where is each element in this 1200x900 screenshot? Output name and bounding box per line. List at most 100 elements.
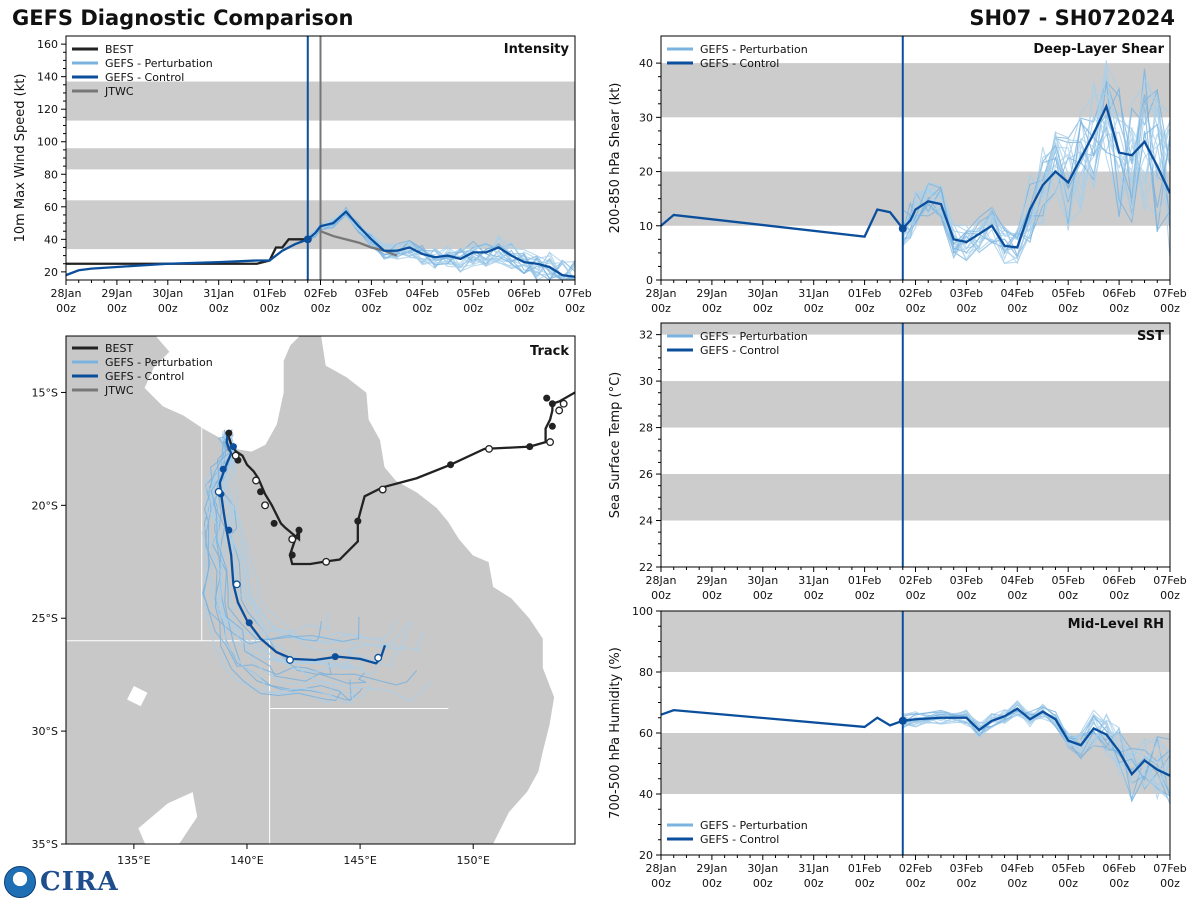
- track-x-tick-label: 145°E: [343, 854, 376, 867]
- sst-y-tick-label: 28: [639, 422, 653, 435]
- best-dot-filled: [447, 461, 455, 469]
- shear-x-tick-label: 00z: [1058, 302, 1078, 315]
- sst-x-tick-label: 05Feb: [1051, 574, 1084, 587]
- rh-x-tick-label: 00z: [906, 877, 926, 890]
- intensity-x-tick-label: 00z: [412, 302, 432, 315]
- best-dot-filled: [270, 519, 278, 527]
- intensity-x-tick-label: 00z: [158, 302, 178, 315]
- intensity-legend-label: GEFS - Control: [105, 71, 184, 84]
- intensity-x-tick-label: 00z: [107, 302, 127, 315]
- rh-y-tick-label: 80: [639, 666, 653, 679]
- sst-y-tick-label: 24: [639, 515, 653, 528]
- rh-x-tick-label: 00z: [855, 877, 875, 890]
- rh-x-tick-label: 05Feb: [1051, 862, 1084, 875]
- rh-y-axis-label: 700-500 hPa Humidity (%): [608, 647, 623, 819]
- intensity-y-tick-label: 40: [44, 233, 58, 246]
- shear-x-tick-label: 00z: [702, 302, 722, 315]
- track-y-tick-label: 35°S: [32, 838, 58, 851]
- shear-pert-line: [902, 73, 1170, 251]
- rh-x-tick-label: 03Feb: [950, 862, 983, 875]
- sst-band-2: [661, 323, 1170, 335]
- storm-id: SH07 - SH072024: [969, 6, 1175, 30]
- spencer-gulf: [138, 792, 198, 844]
- australia-landmass: [66, 336, 556, 844]
- rh-x-tick-label: 31Jan: [798, 862, 829, 875]
- best-dot-hollow: [485, 444, 493, 453]
- sst-plot-area: [661, 323, 1170, 567]
- best-dot-hollow: [322, 557, 331, 566]
- intensity-y-tick-label: 100: [37, 136, 58, 149]
- intensity-y-tick-label: 160: [37, 38, 58, 51]
- sst-x-tick-label: 00z: [1109, 589, 1129, 602]
- rh-panel-title: Mid-Level RH: [1068, 617, 1164, 632]
- rh-y-tick-label: 100: [632, 605, 653, 618]
- intensity-gefs-control-line: [66, 210, 575, 278]
- intensity-x-tick-label: 00z: [514, 302, 534, 315]
- best-dot-hollow: [555, 406, 564, 415]
- shear-x-tick-label: 00z: [1160, 302, 1180, 315]
- shear-panel: 28Jan 00z 29Jan 00z 30Jan 00z 31Jan 00z 01Feb 00z…: [608, 35, 1187, 315]
- sst-y-tick-label: 30: [639, 375, 653, 388]
- shear-x-tick-label: 30Jan: [747, 287, 778, 300]
- shear-x-tick-label: 00z: [1007, 302, 1027, 315]
- intensity-x-tick-label: 00z: [209, 302, 229, 315]
- intensity-y-tick-label: 80: [44, 168, 58, 181]
- sst-x-tick-label: 00z: [651, 589, 671, 602]
- intensity-legend-label: BEST: [105, 43, 133, 56]
- track-y-tick-label: 15°S: [32, 386, 58, 399]
- sst-y-tick-label: 22: [639, 561, 653, 574]
- intensity-x-tick-label: 00z: [311, 302, 331, 315]
- control-dot-hollow: [232, 580, 241, 589]
- intensity-legend-label: GEFS - Perturbation: [105, 57, 213, 70]
- sst-x-tick-label: 07Feb: [1153, 574, 1186, 587]
- intensity-x-tick-label: 07Feb: [558, 287, 591, 300]
- shear-y-tick-label: 40: [639, 57, 653, 70]
- rh-legend-label: GEFS - Control: [700, 833, 779, 846]
- shear-x-tick-label: 00z: [1109, 302, 1129, 315]
- intensity-x-tick-label: 29Jan: [101, 287, 132, 300]
- rh-x-tick-label: 07Feb: [1153, 862, 1186, 875]
- best-dot-filled: [295, 526, 303, 534]
- rh-x-tick-label: 00z: [1058, 877, 1078, 890]
- intensity-best-line: [66, 238, 308, 265]
- sst-x-tick-label: 02Feb: [899, 574, 932, 587]
- rh-gefs-control-line: [661, 707, 1170, 777]
- best-dot-filled: [543, 394, 551, 402]
- best-dot-filled: [354, 517, 362, 525]
- sst-x-tick-label: 00z: [702, 589, 722, 602]
- shear-x-tick-label: 00z: [855, 302, 875, 315]
- track-frame: [65, 335, 576, 845]
- sst-x-tick-label: 00z: [855, 589, 875, 602]
- sst-x-tick-label: 00z: [804, 589, 824, 602]
- sst-x-tick-label: 28Jan: [646, 574, 677, 587]
- sst-x-tick-label: 00z: [906, 589, 926, 602]
- shear-y-tick-label: 30: [639, 111, 653, 124]
- best-dot-hollow: [231, 451, 240, 460]
- control-dot-filled: [331, 653, 339, 661]
- sst-x-tick-label: 00z: [1160, 589, 1180, 602]
- intensity-panel-title: Intensity: [504, 42, 570, 57]
- rh-x-tick-label: 00z: [1109, 877, 1129, 890]
- rh-init-dot: [898, 716, 907, 725]
- shear-x-tick-label: 00z: [957, 302, 977, 315]
- rh-y-tick-label: 60: [639, 727, 653, 740]
- track-y-tick-label: 20°S: [32, 499, 58, 512]
- intensity-x-tick-label: 04Feb: [406, 287, 439, 300]
- control-dot-hollow: [214, 487, 223, 496]
- control-dot-filled: [245, 619, 253, 627]
- shear-x-tick-label: 00z: [804, 302, 824, 315]
- sst-x-tick-label: 03Feb: [950, 574, 983, 587]
- best-dot-hollow: [546, 438, 555, 447]
- rh-x-tick-label: 00z: [753, 877, 773, 890]
- rh-x-tick-label: 00z: [702, 877, 722, 890]
- track-best-line: [226, 391, 575, 566]
- rh-x-tick-label: 28Jan: [646, 862, 677, 875]
- intensity-y-axis-label: 10m Max Wind Speed (kt): [13, 74, 28, 243]
- track-y-tick-label: 30°S: [32, 725, 58, 738]
- noaa-logo-icon: [4, 866, 36, 898]
- intensity-x-tick-label: 00z: [260, 302, 280, 315]
- sst-y-axis-label: Sea Surface Temp (°C): [608, 372, 623, 519]
- shear-x-tick-label: 05Feb: [1051, 287, 1084, 300]
- shear-x-tick-label: 29Jan: [696, 287, 727, 300]
